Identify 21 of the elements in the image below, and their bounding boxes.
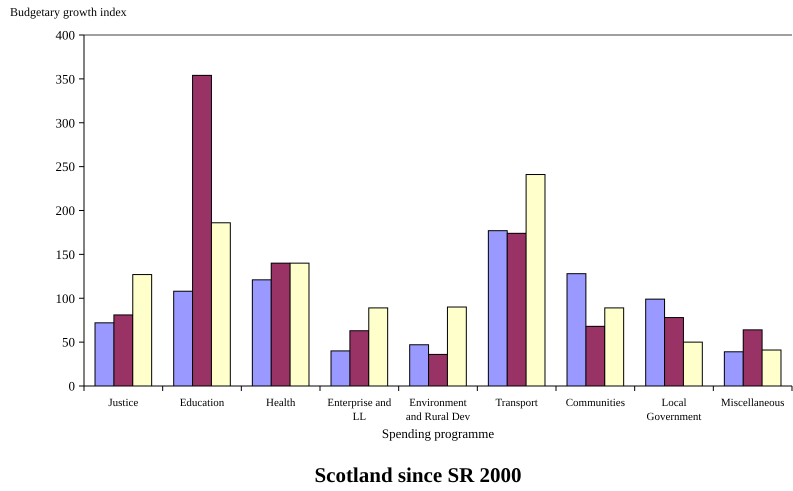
- x-tick-label: Justice: [108, 397, 138, 409]
- y-tick-label: 300: [56, 115, 75, 130]
- x-tick-label: Local Government: [646, 397, 702, 423]
- y-axis-title: Budgetary growth index: [10, 5, 127, 19]
- x-tick-label: Communities: [566, 397, 625, 409]
- y-tick-label: 200: [56, 203, 75, 218]
- y-tick-label: 0: [68, 378, 75, 394]
- y-tick-label: 100: [56, 290, 75, 306]
- x-tick-label: Environment and Rural Dev: [406, 397, 471, 423]
- x-tick-label: Health: [266, 397, 296, 409]
- x-tick-label: Transport: [495, 397, 538, 409]
- y-tick-label: 400: [56, 28, 75, 43]
- x-tick-label: Miscellaneous: [720, 397, 784, 409]
- y-tick-label: 50: [62, 334, 75, 350]
- x-tick-label: Education: [180, 397, 225, 409]
- x-tick-label: Enterprise and LL: [327, 397, 392, 423]
- y-tick-label: 150: [56, 246, 75, 262]
- y-tick-label: 250: [56, 159, 75, 174]
- x-axis-title: Spending programme: [382, 426, 494, 441]
- y-tick-label: 350: [56, 71, 75, 86]
- text: Scotland since SR 2000: [314, 463, 522, 487]
